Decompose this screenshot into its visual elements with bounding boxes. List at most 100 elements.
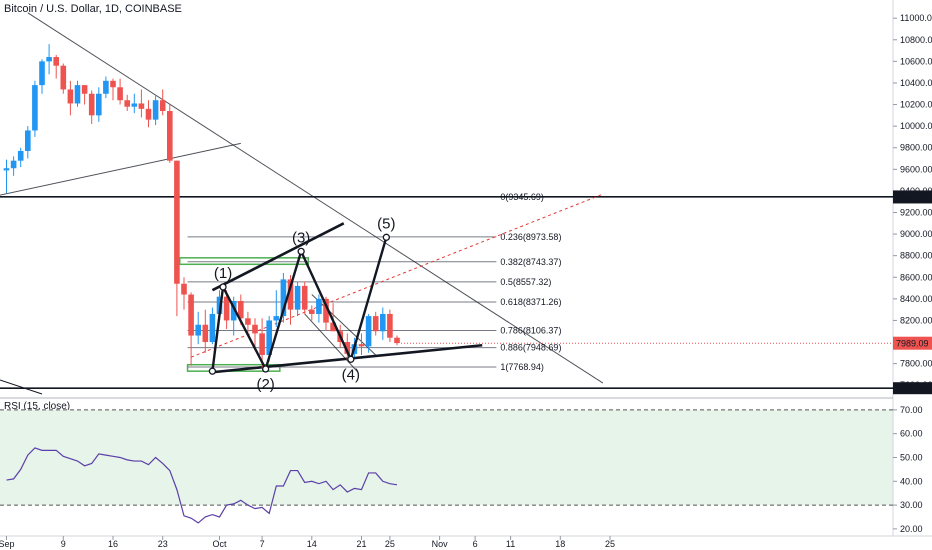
candle-body xyxy=(195,324,201,336)
candle-body xyxy=(387,313,393,338)
wave-label: (5) xyxy=(377,215,395,232)
last-price-label-bg xyxy=(893,336,932,350)
candle-body xyxy=(309,309,315,314)
candle-body xyxy=(174,160,180,284)
candle-body xyxy=(316,298,322,314)
price-tick-label: 10800.00 xyxy=(900,35,932,45)
candle-body xyxy=(294,285,301,310)
time-tick-label: Sep xyxy=(0,539,15,549)
time-tick-label: 25 xyxy=(605,539,615,549)
candle-body xyxy=(358,344,365,347)
candle-body xyxy=(245,318,251,325)
candle-body xyxy=(152,100,159,120)
candle-body xyxy=(145,108,152,120)
price-tick-label: 9800.00 xyxy=(900,143,932,153)
trend-line[interactable] xyxy=(0,142,241,196)
wave-point-marker[interactable] xyxy=(347,355,355,363)
candle-body xyxy=(46,57,52,62)
price-marker-label-bg xyxy=(893,190,932,204)
time-tick-label: 25 xyxy=(385,539,395,549)
candle-body xyxy=(60,65,67,90)
price-tick-label: 9000.00 xyxy=(900,229,932,239)
price-tick-label: 8200.00 xyxy=(900,315,932,325)
price-tick-label: 10600.00 xyxy=(900,56,932,66)
price-tick-label: 7800.00 xyxy=(900,359,932,369)
candle-body xyxy=(394,337,400,344)
fib-level-label: 0(9345.69) xyxy=(500,192,544,202)
elliott-wave-path[interactable] xyxy=(211,236,388,373)
support-resistance-zone[interactable] xyxy=(178,257,309,266)
rsi-tick-label: 40.00 xyxy=(900,476,923,486)
candle-body xyxy=(17,150,24,161)
time-tick-label: Oct xyxy=(212,539,227,549)
candle-body xyxy=(188,294,194,336)
candle-body xyxy=(167,111,173,161)
time-tick-label: 9 xyxy=(61,539,66,549)
wave-label: (1) xyxy=(214,265,232,282)
fib-level-label: 0.786(8106.37) xyxy=(500,326,561,336)
candle-body xyxy=(266,320,272,355)
candle-body xyxy=(259,333,265,355)
rsi-tick-label: 30.00 xyxy=(900,500,923,510)
wave-point-marker[interactable] xyxy=(382,233,391,241)
wave-point-marker[interactable] xyxy=(261,365,270,373)
wave-point-marker[interactable] xyxy=(297,247,305,256)
wave-label: (4) xyxy=(342,366,360,383)
wave-label: (3) xyxy=(292,229,310,246)
price-tick-label: 8600.00 xyxy=(900,272,932,282)
candle-body xyxy=(344,342,351,354)
rsi-line[interactable] xyxy=(6,447,398,524)
time-tick-label: 21 xyxy=(356,539,366,549)
candle-body xyxy=(138,103,145,109)
candle-body xyxy=(287,279,294,310)
trend-line[interactable] xyxy=(211,222,345,292)
price-tick-label: 11000.00 xyxy=(900,13,932,23)
price-tick-label: 10400.00 xyxy=(900,78,932,88)
candle-body xyxy=(3,168,10,171)
rsi-tick-label: 50.00 xyxy=(900,452,923,462)
fib-level-label: 0.618(8371.26) xyxy=(500,297,561,307)
time-tick-label: 14 xyxy=(307,539,317,549)
low-marker-label: 7614.44 xyxy=(896,383,929,393)
fib-level-label: 0.236(8973.58) xyxy=(500,232,561,242)
rsi-tick-label: 60.00 xyxy=(900,429,923,439)
candle-body xyxy=(124,100,130,107)
fib-level-label: 0.886(7948.69) xyxy=(500,343,561,353)
trend-line[interactable] xyxy=(0,379,43,395)
candle-body xyxy=(117,87,123,101)
time-tick-label: 11 xyxy=(506,539,515,549)
fib-level-label: 1(7768.94) xyxy=(500,362,544,372)
candle-body xyxy=(301,285,308,310)
rsi-tick-label: 20.00 xyxy=(900,524,923,534)
trend-line[interactable] xyxy=(311,294,377,356)
trend-line[interactable] xyxy=(304,313,359,373)
candle-body xyxy=(159,100,166,112)
fib-level-label: 0.382(8743.37) xyxy=(500,257,561,267)
wave-point-marker[interactable] xyxy=(208,367,217,375)
dashed-projection-line[interactable] xyxy=(190,193,604,358)
candle-body xyxy=(67,89,74,104)
wave-point-marker[interactable] xyxy=(219,283,227,291)
time-tick-label: 23 xyxy=(158,539,168,549)
time-tick-label: Nov xyxy=(432,539,449,549)
candle-body xyxy=(10,160,17,169)
price-tick-label: 8400.00 xyxy=(900,294,932,304)
candle-body xyxy=(230,301,237,321)
fib-level-label: 0.5(8557.32) xyxy=(500,277,551,287)
price-marker-label: 9343.90 xyxy=(896,192,929,202)
candle-body xyxy=(103,80,109,94)
trend-line[interactable] xyxy=(27,12,604,384)
candle-body xyxy=(131,103,138,107)
candle-body xyxy=(380,313,386,332)
price-tick-label: 9200.00 xyxy=(900,207,932,217)
rsi-band xyxy=(0,409,893,506)
rsi-title: RSI (15, close) xyxy=(4,401,71,412)
candle-body xyxy=(53,57,59,66)
candle-body xyxy=(25,130,31,151)
candle-body xyxy=(238,301,244,319)
price-tick-label: 9600.00 xyxy=(900,164,932,174)
price-tick-label: 8800.00 xyxy=(900,251,932,261)
time-tick-label: 6 xyxy=(473,539,478,549)
candle-body xyxy=(39,61,45,86)
